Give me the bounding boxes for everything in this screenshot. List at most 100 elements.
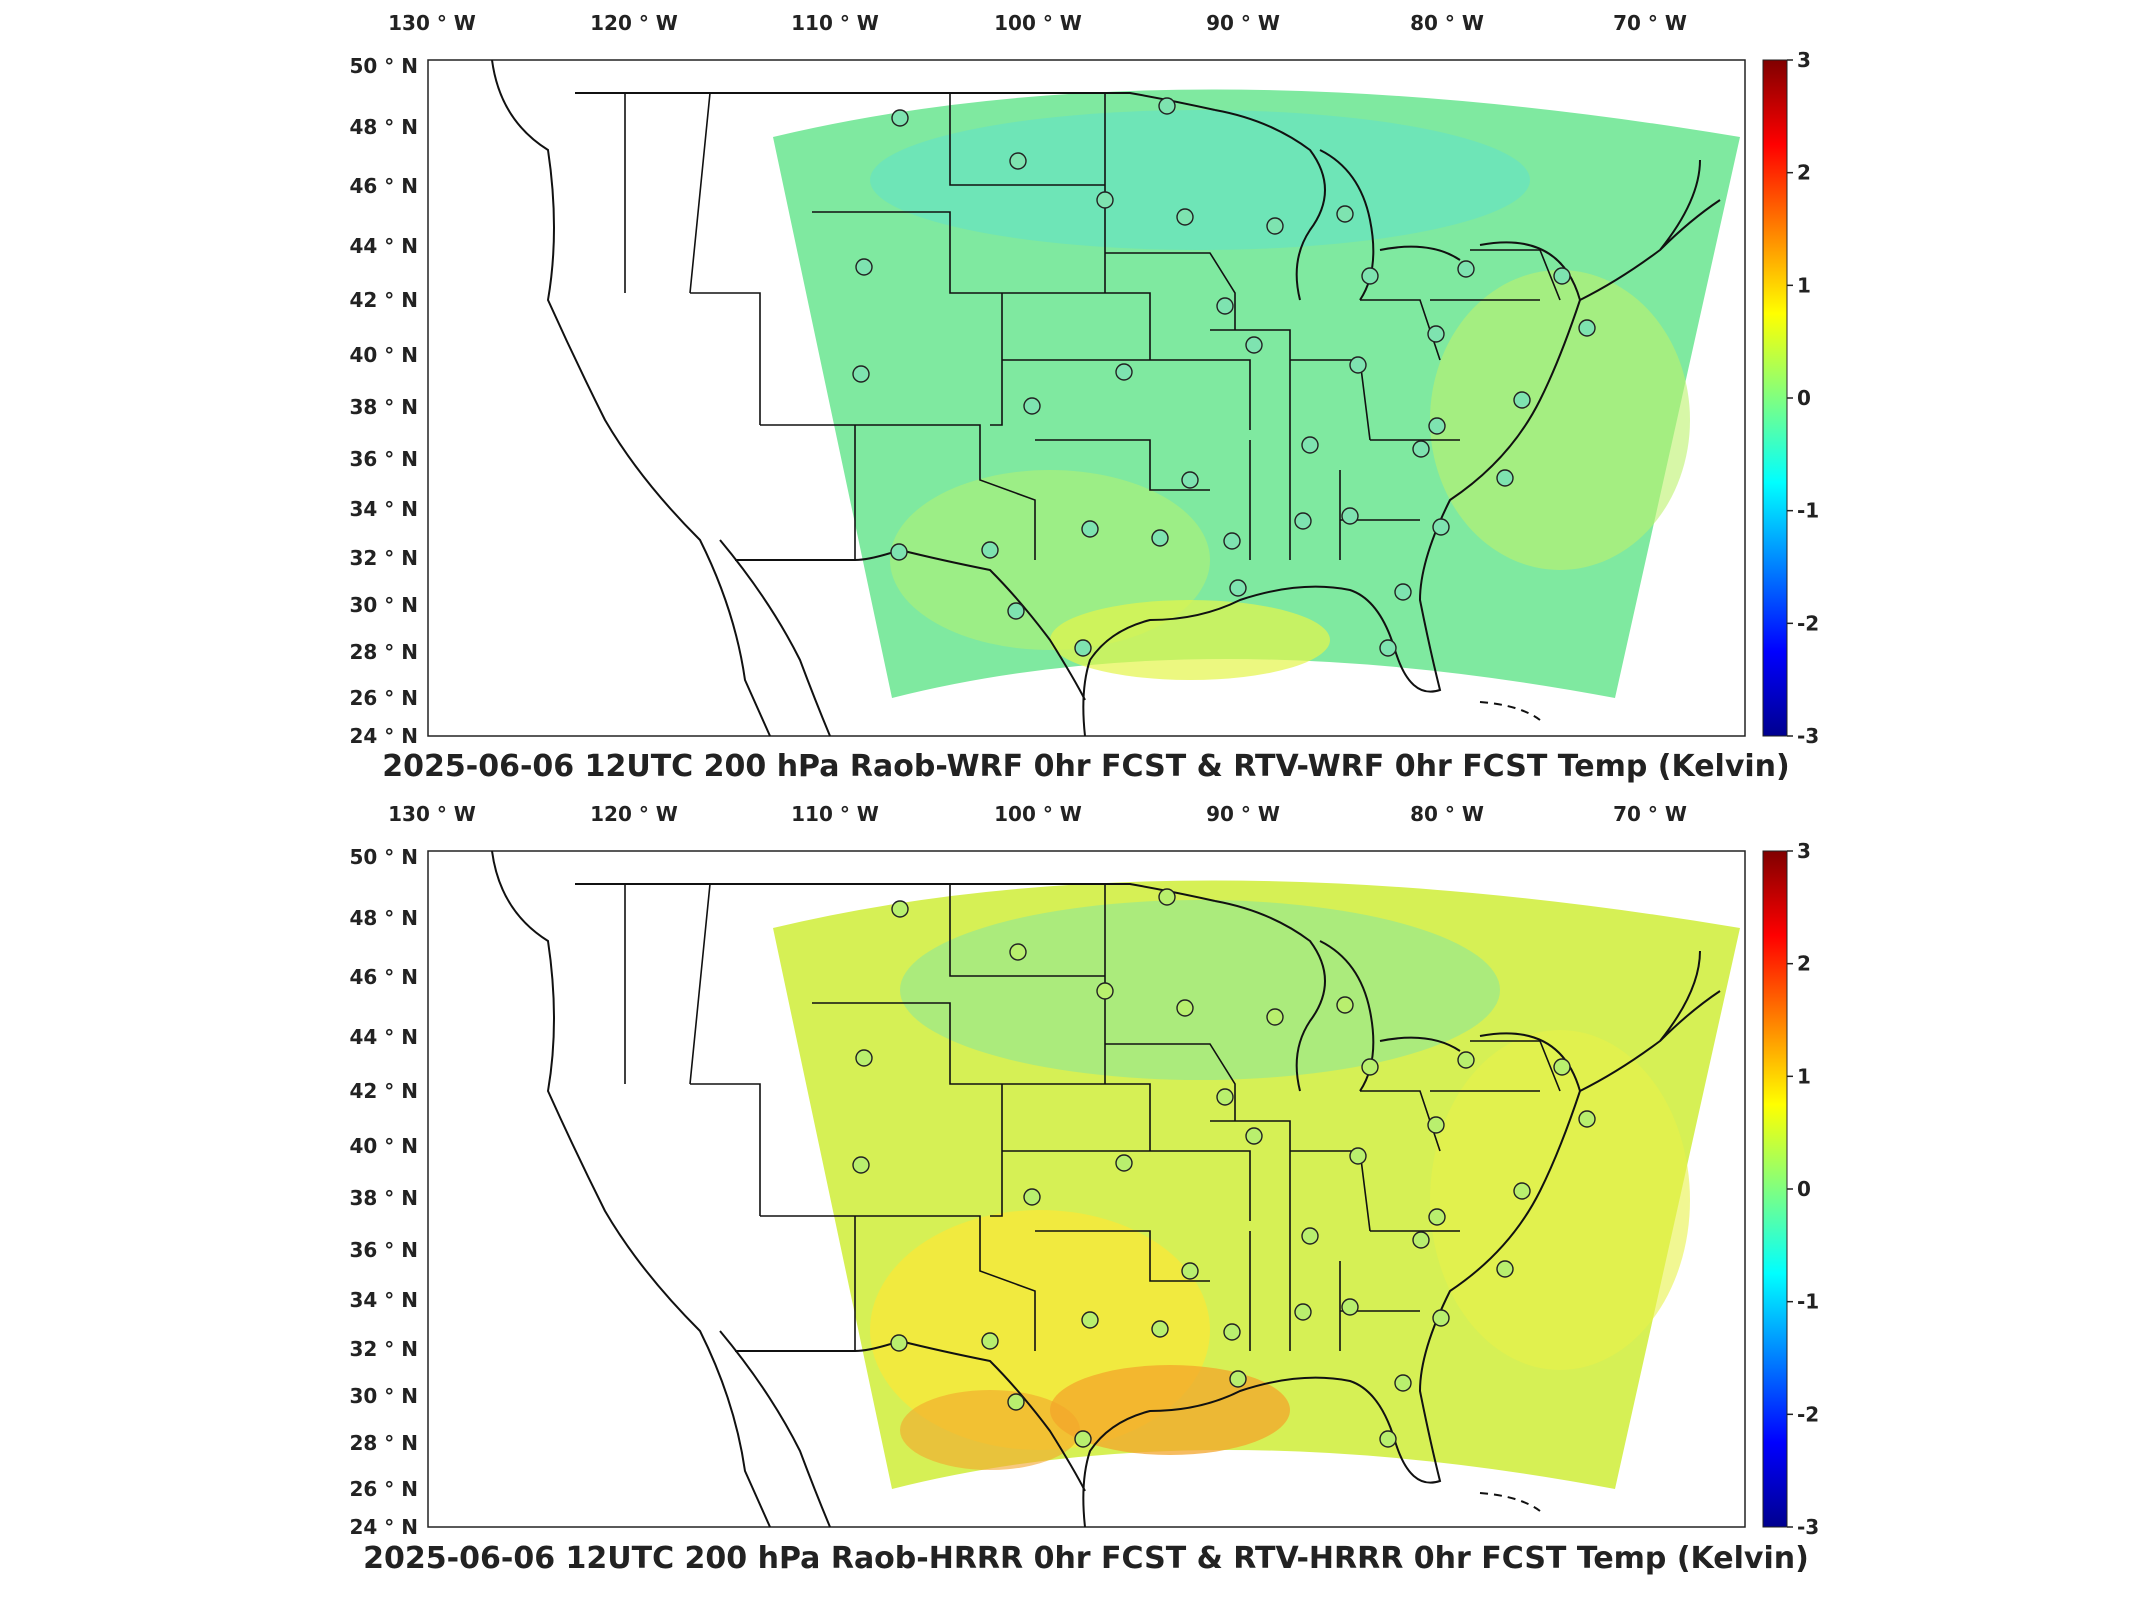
raob-station-marker — [1023, 1188, 1041, 1206]
colorbar-ticks-2: 3 2 1 0 -1 -2 -3 — [1787, 839, 1819, 1539]
baja-peninsula — [719, 539, 831, 737]
forecast-domain-1 — [773, 89, 1740, 698]
raob-station-marker — [1394, 1374, 1412, 1392]
raob-station-marker — [1176, 999, 1194, 1017]
raob-station-marker — [981, 541, 999, 559]
raob-station-marker — [1074, 639, 1092, 657]
latitude-label: 50 ° N — [350, 845, 419, 869]
raob-station-marker — [1081, 1311, 1099, 1329]
raob-station-marker — [1432, 1309, 1450, 1327]
raob-station-marker — [1096, 191, 1114, 209]
raob-station-marker — [1361, 1058, 1379, 1076]
latitude-label: 48 ° N — [350, 115, 419, 139]
raob-station-marker — [1181, 1262, 1199, 1280]
raob-station-marker — [1336, 205, 1354, 223]
raob-station-marker — [1553, 267, 1571, 285]
raob-station-marker — [1457, 1051, 1475, 1069]
colorbar-tick-label: 0 — [1797, 1177, 1811, 1201]
raob-station-marker — [1096, 982, 1114, 1000]
raob-station-marker — [1115, 363, 1133, 381]
longitude-label: 130 ° W — [388, 11, 476, 35]
raob-station-marker — [1229, 579, 1247, 597]
latitude-label: 34 ° N — [350, 497, 419, 521]
raob-station-marker — [1245, 336, 1263, 354]
latitude-label: 32 ° N — [350, 1337, 419, 1361]
raob-station-marker — [1341, 507, 1359, 525]
longitude-label: 80 ° W — [1410, 802, 1484, 826]
field-anomaly-north — [900, 900, 1500, 1080]
colorbar-tick-label: -2 — [1797, 611, 1819, 635]
longitude-label: 110 ° W — [791, 11, 879, 35]
latitude-label: 38 ° N — [350, 395, 419, 419]
raob-station-marker — [1223, 1323, 1241, 1341]
latitude-label: 42 ° N — [350, 1079, 419, 1103]
latitude-label: 26 ° N — [350, 1477, 419, 1501]
latitude-label: 42 ° N — [350, 288, 419, 312]
latitude-labels-2: 50 ° N 48 ° N 46 ° N 44 ° N 42 ° N 40 ° N 38 °… — [350, 845, 419, 1539]
raob-station-marker — [1181, 471, 1199, 489]
latitude-label: 44 ° N — [350, 234, 419, 258]
raob-station-marker — [1009, 152, 1027, 170]
longitude-label: 90 ° W — [1206, 11, 1280, 35]
cuba-outline — [1479, 701, 1541, 721]
raob-station-marker — [1496, 1260, 1514, 1278]
longitude-label: 120 ° W — [590, 11, 678, 35]
field-anomaly-texas — [900, 1390, 1080, 1470]
raob-station-marker — [1336, 996, 1354, 1014]
panel-title-1: 2025-06-06 12UTC 200 hPa Raob-WRF 0hr FC… — [382, 749, 1790, 784]
latitude-label: 30 ° N — [350, 593, 419, 617]
raob-station-marker — [1513, 391, 1531, 409]
raob-station-marker — [1007, 602, 1025, 620]
longitude-label: 120 ° W — [590, 802, 678, 826]
latitude-label: 40 ° N — [350, 1134, 419, 1158]
raob-station-marker — [1074, 1430, 1092, 1448]
raob-station-marker — [1432, 518, 1450, 536]
field-anomaly-north — [870, 110, 1530, 250]
new-england-coast — [1579, 159, 1721, 301]
map-panel-2: 3 2 1 0 -1 -2 -3 130 ° W 120 ° W 110 ° W 100 ° W 9… — [350, 802, 1820, 1576]
latitude-label: 40 ° N — [350, 343, 419, 367]
raob-station-marker — [1578, 1110, 1596, 1128]
colorbar-1 — [1762, 59, 1788, 737]
longitude-label: 110 ° W — [791, 802, 879, 826]
raob-station-marker — [1513, 1182, 1531, 1200]
raob-station-marker — [1081, 520, 1099, 538]
raob-station-marker — [1428, 417, 1446, 435]
raob-station-marker — [1394, 583, 1412, 601]
raob-station-marker — [1379, 639, 1397, 657]
longitude-label: 70 ° W — [1613, 802, 1687, 826]
longitude-labels-1: 130 ° W 120 ° W 110 ° W 100 ° W 90 ° W 80 ° W… — [388, 11, 1687, 35]
raob-station-marker — [1023, 397, 1041, 415]
colorbar-tick-label: 3 — [1797, 48, 1811, 72]
raob-station-marker — [1341, 1298, 1359, 1316]
latitude-label: 38 ° N — [350, 1186, 419, 1210]
raob-station-marker — [1496, 469, 1514, 487]
raob-station-marker — [1349, 356, 1367, 374]
latitude-label: 28 ° N — [350, 640, 419, 664]
raob-station-marker — [1158, 888, 1176, 906]
raob-station-marker — [1349, 1147, 1367, 1165]
raob-station-marker — [1427, 1116, 1445, 1134]
longitude-label: 100 ° W — [994, 11, 1082, 35]
colorbar-tick-label: -2 — [1797, 1402, 1819, 1426]
longitude-label: 90 ° W — [1206, 802, 1280, 826]
latitude-labels-1: 50 ° N 48 ° N 46 ° N 44 ° N 42 ° N 40 ° N 38 °… — [350, 54, 419, 748]
colorbar-tick-label: -1 — [1797, 1290, 1819, 1314]
raob-station-marker — [890, 1334, 908, 1352]
raob-station-marker — [1266, 1008, 1284, 1026]
raob-station-marker — [1216, 297, 1234, 315]
raob-station-marker — [1216, 1088, 1234, 1106]
longitude-label: 100 ° W — [994, 802, 1082, 826]
colorbar-tick-label: 2 — [1797, 952, 1811, 976]
raob-station-marker — [1266, 217, 1284, 235]
raob-station-marker — [852, 365, 870, 383]
west-coastline — [491, 59, 771, 737]
raob-station-marker — [1412, 1231, 1430, 1249]
field-anomaly-east — [1430, 270, 1690, 570]
baja-peninsula — [719, 1330, 831, 1528]
raob-station-marker — [855, 1049, 873, 1067]
raob-station-marker — [1428, 1208, 1446, 1226]
raob-station-marker — [1009, 943, 1027, 961]
us-mexico-border — [735, 548, 1086, 701]
